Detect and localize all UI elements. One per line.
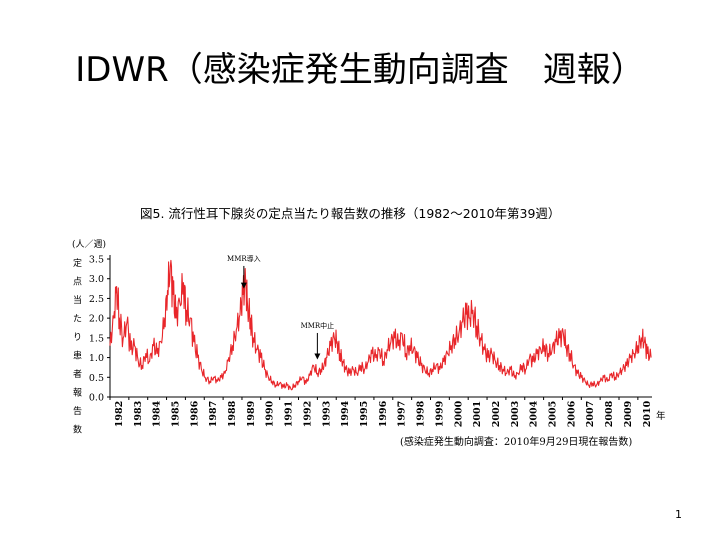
series-line xyxy=(109,259,652,391)
x-tick-label: 1985 xyxy=(170,401,181,427)
chart-title: 図5. 流行性耳下腺炎の定点当たり報告数の推移（1982～2010年第39週） xyxy=(140,206,560,221)
y-axis-title: 定点当たり患者報告数 xyxy=(73,257,82,436)
x-tick-label: 2004 xyxy=(529,400,540,427)
x-tick-label: 1999 xyxy=(434,400,445,427)
x-tick-label: 1997 xyxy=(397,401,408,427)
annotation-group: MMR導入 MMR中止 xyxy=(227,254,334,360)
annotation-label: MMR中止 xyxy=(301,321,335,330)
y-axis-title-char: 数 xyxy=(73,424,82,436)
x-tick-label: 1986 xyxy=(189,400,200,427)
x-tick-label: 2000 xyxy=(453,400,464,427)
x-tick-label: 1992 xyxy=(302,401,313,427)
chart-source-note: (感染症発生動向調査：2010年9月29日現在報告数) xyxy=(400,435,632,448)
series-group xyxy=(109,259,652,391)
x-tick-label: 1998 xyxy=(416,400,427,427)
annotation-label: MMR導入 xyxy=(227,254,261,263)
annotation-arrow-head xyxy=(240,282,247,289)
x-axis-unit-label: 年 xyxy=(656,410,666,422)
x-tick-label: 1982 xyxy=(114,401,125,427)
y-axis: 0.0 0.5 1.0 1.5 2.0 2.5 3.0 3.5 xyxy=(89,255,111,404)
y-tick-label: 0.5 xyxy=(89,373,104,384)
x-tick-label: 2001 xyxy=(472,401,483,427)
y-axis-title-char: り xyxy=(73,332,82,343)
x-tick-label: 2005 xyxy=(548,401,559,427)
x-tick-label: 1991 xyxy=(284,401,295,427)
x-tick-label: 1990 xyxy=(265,400,276,427)
y-tick-label: 3.5 xyxy=(89,255,104,266)
y-tick-label: 2.0 xyxy=(89,314,104,325)
x-tick-label: 1988 xyxy=(227,400,238,427)
x-tick-label: 2009 xyxy=(623,400,634,427)
y-tick-label: 2.5 xyxy=(89,294,104,305)
x-tick-label: 1989 xyxy=(246,400,257,427)
y-axis-title-char: 点 xyxy=(73,277,82,288)
x-tick-label: 1984 xyxy=(152,400,163,427)
y-axis-title-char: 者 xyxy=(73,369,82,380)
y-tick-label: 1.0 xyxy=(89,353,104,364)
x-tick-label: 1987 xyxy=(208,401,219,427)
x-tick-label: 2010 xyxy=(642,400,653,427)
y-axis-title-char: 当 xyxy=(73,294,82,306)
y-axis-title-char: た xyxy=(73,314,82,325)
y-axis-title-char: 定 xyxy=(73,257,82,269)
mumps-line-chart: 図5. 流行性耳下腺炎の定点当たり報告数の推移（1982～2010年第39週） … xyxy=(72,206,666,448)
slide-number: 1 xyxy=(675,508,682,521)
y-tick-label: 3.0 xyxy=(89,274,104,285)
x-tick-label: 2006 xyxy=(566,400,577,427)
x-tick-label: 1995 xyxy=(359,401,370,427)
y-axis-title-char: 報 xyxy=(73,388,82,399)
x-axis: 1982 1983 1984 1985 1986 1987 1988 1989 1990 1991… xyxy=(109,396,653,427)
x-tick-label: 1993 xyxy=(321,401,332,427)
x-tick-label: 1983 xyxy=(133,401,144,427)
y-tick-label: 1.5 xyxy=(89,333,104,344)
y-tick-label: 0.0 xyxy=(89,393,104,404)
x-tick-label: 2008 xyxy=(604,400,615,427)
x-tick-label: 2007 xyxy=(585,401,596,427)
x-tick-label: 2003 xyxy=(510,401,521,427)
y-axis-title-char: 患 xyxy=(73,350,82,362)
y-axis-unit-label: (人／週) xyxy=(72,239,106,250)
slide-title: IDWR（感染症発生動向調査 週報） xyxy=(75,50,645,90)
x-tick-label: 2002 xyxy=(491,401,502,427)
x-tick-label: 1994 xyxy=(340,400,351,427)
annotation-arrow-head xyxy=(314,353,321,360)
y-axis-title-char: 告 xyxy=(73,405,82,417)
x-tick-label: 1996 xyxy=(378,400,389,427)
